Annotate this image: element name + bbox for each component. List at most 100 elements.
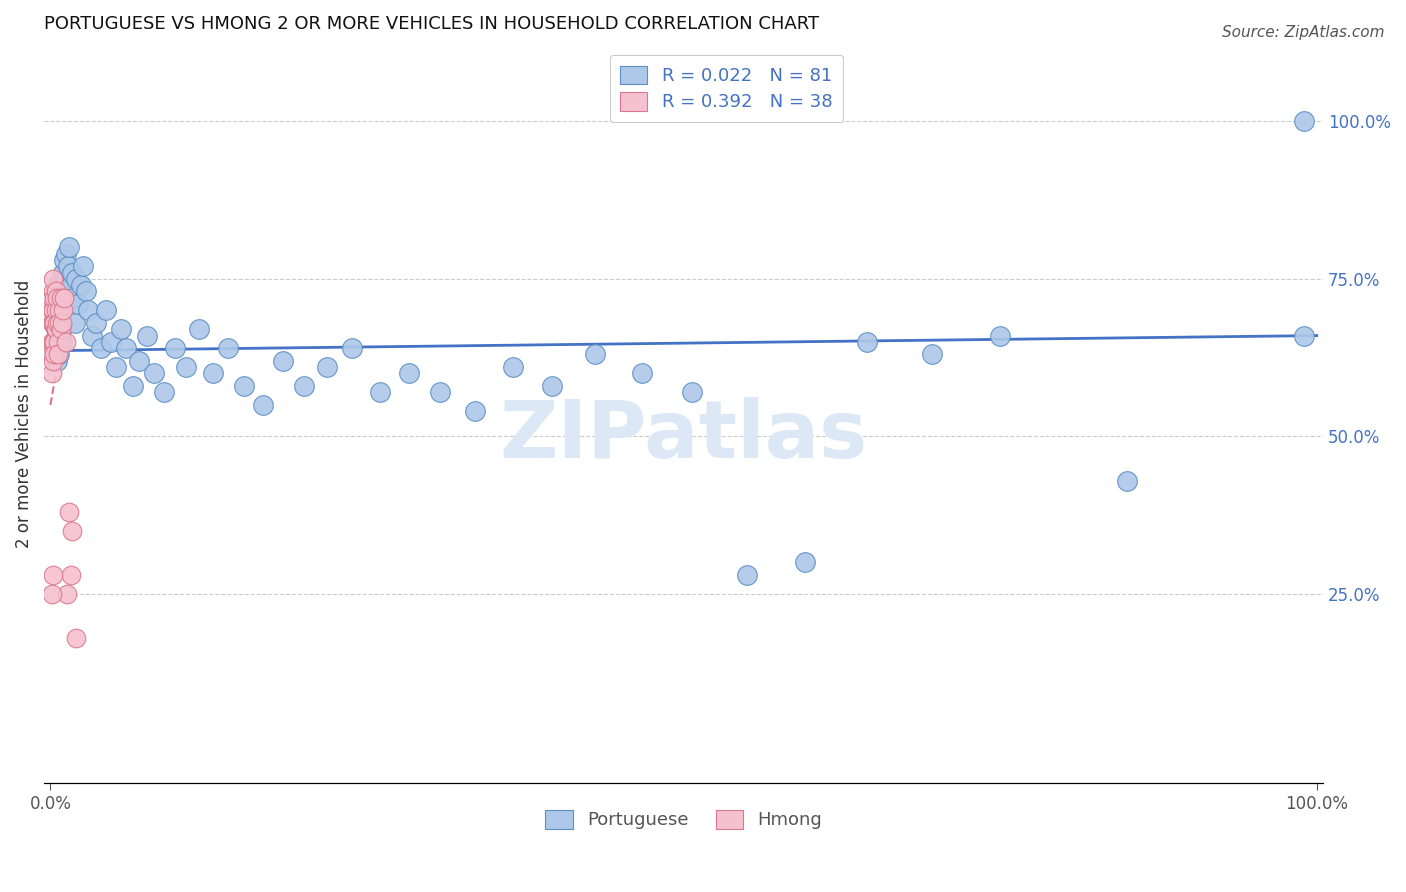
Point xyxy=(49,303,72,318)
Point xyxy=(72,259,94,273)
Point xyxy=(42,568,65,582)
Point xyxy=(340,341,363,355)
Point xyxy=(49,328,72,343)
Point xyxy=(51,334,73,349)
Point xyxy=(100,334,122,349)
Point xyxy=(49,291,72,305)
Point xyxy=(201,367,224,381)
Point xyxy=(41,303,63,318)
Point xyxy=(42,353,65,368)
Point xyxy=(48,297,70,311)
Point xyxy=(60,524,83,538)
Point xyxy=(794,556,817,570)
Point xyxy=(56,285,79,299)
Point xyxy=(174,360,197,375)
Point xyxy=(41,291,63,305)
Point xyxy=(75,285,97,299)
Point xyxy=(44,316,66,330)
Point xyxy=(65,272,87,286)
Point xyxy=(273,353,295,368)
Point xyxy=(49,285,72,299)
Point xyxy=(58,505,80,519)
Point xyxy=(55,334,77,349)
Point xyxy=(58,240,80,254)
Point xyxy=(856,334,879,349)
Point xyxy=(59,568,82,582)
Point xyxy=(44,322,66,336)
Point xyxy=(502,360,524,375)
Point xyxy=(217,341,239,355)
Point xyxy=(315,360,337,375)
Point xyxy=(53,278,76,293)
Point xyxy=(1294,328,1316,343)
Point xyxy=(105,360,128,375)
Point xyxy=(41,367,63,381)
Point xyxy=(44,303,66,318)
Text: ZIPatlas: ZIPatlas xyxy=(499,398,868,475)
Point xyxy=(292,379,315,393)
Point xyxy=(44,291,66,305)
Point xyxy=(41,587,63,601)
Point xyxy=(51,316,73,330)
Point xyxy=(56,587,79,601)
Point xyxy=(1294,114,1316,128)
Point xyxy=(55,272,77,286)
Point xyxy=(60,266,83,280)
Text: Source: ZipAtlas.com: Source: ZipAtlas.com xyxy=(1222,25,1385,40)
Point xyxy=(429,385,451,400)
Point xyxy=(44,285,66,299)
Point xyxy=(128,353,150,368)
Point xyxy=(682,385,704,400)
Point xyxy=(110,322,132,336)
Point xyxy=(44,334,66,349)
Point xyxy=(252,398,274,412)
Point xyxy=(163,341,186,355)
Point xyxy=(48,322,70,336)
Point xyxy=(630,367,652,381)
Point xyxy=(63,316,86,330)
Point xyxy=(44,322,66,336)
Point xyxy=(84,316,107,330)
Point xyxy=(82,328,104,343)
Point xyxy=(52,266,75,280)
Point xyxy=(988,328,1011,343)
Point xyxy=(41,316,63,330)
Point xyxy=(464,404,486,418)
Y-axis label: 2 or more Vehicles in Household: 2 or more Vehicles in Household xyxy=(15,280,32,549)
Point xyxy=(45,328,67,343)
Point xyxy=(1115,474,1137,488)
Point xyxy=(541,379,564,393)
Point xyxy=(67,297,90,311)
Text: PORTUGUESE VS HMONG 2 OR MORE VEHICLES IN HOUSEHOLD CORRELATION CHART: PORTUGUESE VS HMONG 2 OR MORE VEHICLES I… xyxy=(44,15,820,33)
Point xyxy=(42,303,65,318)
Point xyxy=(41,347,63,361)
Point xyxy=(143,367,166,381)
Point xyxy=(59,278,82,293)
Point xyxy=(65,631,87,645)
Point xyxy=(46,278,69,293)
Point xyxy=(52,303,75,318)
Point xyxy=(583,347,606,361)
Point xyxy=(46,334,69,349)
Point xyxy=(42,272,65,286)
Point xyxy=(53,252,76,267)
Point xyxy=(46,316,69,330)
Point xyxy=(41,334,63,349)
Point xyxy=(69,278,91,293)
Point xyxy=(46,334,69,349)
Point xyxy=(115,341,138,355)
Point xyxy=(90,341,112,355)
Point xyxy=(62,291,84,305)
Point xyxy=(48,347,70,361)
Point xyxy=(44,347,66,361)
Point xyxy=(42,334,65,349)
Point xyxy=(42,347,65,361)
Point xyxy=(45,291,67,305)
Point xyxy=(44,316,66,330)
Point xyxy=(45,353,67,368)
Point xyxy=(45,316,67,330)
Point xyxy=(368,385,391,400)
Point xyxy=(44,303,66,318)
Point xyxy=(45,291,67,305)
Point xyxy=(42,316,65,330)
